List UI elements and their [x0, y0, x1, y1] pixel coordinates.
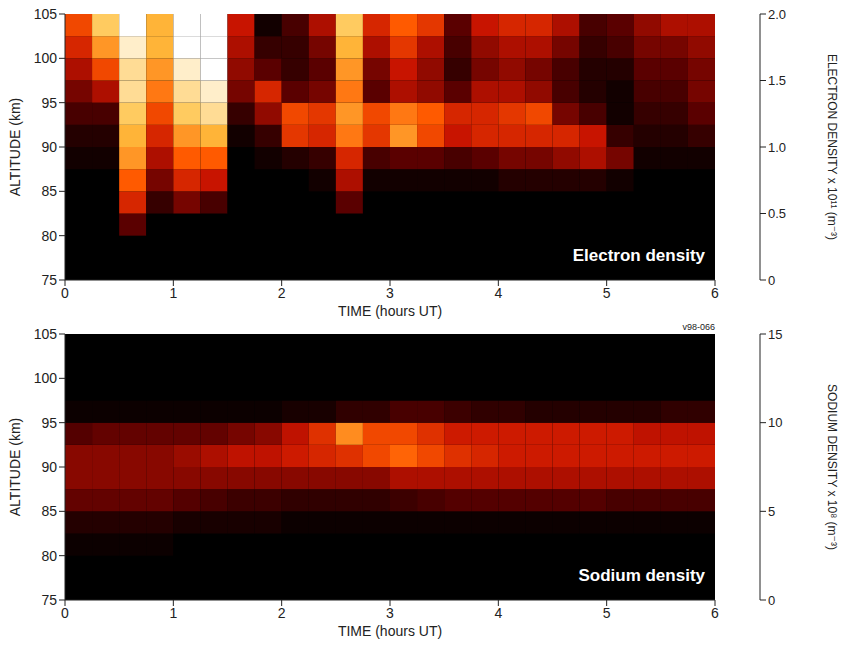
svg-text:6: 6	[711, 285, 719, 301]
svg-text:5: 5	[768, 504, 775, 519]
svg-text:10: 10	[768, 415, 782, 430]
svg-text:ELECTRON DENSITY x 10¹¹ (m⁻³): ELECTRON DENSITY x 10¹¹ (m⁻³)	[825, 54, 839, 240]
svg-text:2.0: 2.0	[768, 7, 786, 22]
svg-text:3: 3	[386, 285, 394, 301]
svg-text:0: 0	[768, 273, 775, 288]
svg-text:75: 75	[41, 592, 57, 608]
svg-text:4: 4	[494, 285, 502, 301]
svg-text:1: 1	[169, 605, 177, 621]
svg-text:85: 85	[41, 503, 57, 519]
svg-text:ALTITUDE (km): ALTITUDE (km)	[7, 98, 23, 197]
svg-text:100: 100	[34, 50, 58, 66]
svg-text:4: 4	[494, 605, 502, 621]
svg-text:2: 2	[278, 605, 286, 621]
svg-text:90: 90	[41, 459, 57, 475]
svg-text:TIME (hours UT): TIME (hours UT)	[338, 623, 442, 639]
html-text:Sodium density: Sodium density	[578, 566, 705, 585]
svg-text:105: 105	[34, 326, 58, 342]
svg-text:5: 5	[603, 605, 611, 621]
svg-text:1.5: 1.5	[768, 73, 786, 88]
svg-text:15: 15	[768, 327, 782, 342]
html-text:v98-066: v98-066	[682, 322, 715, 332]
svg-text:95: 95	[41, 415, 57, 431]
svg-text:75: 75	[41, 272, 57, 288]
svg-text:105: 105	[34, 6, 58, 22]
svg-text:SODIUM DENSITY x 10⁸ (m⁻³): SODIUM DENSITY x 10⁸ (m⁻³)	[825, 384, 839, 550]
svg-text:80: 80	[41, 548, 57, 564]
svg-text:ALTITUDE (km): ALTITUDE (km)	[7, 418, 23, 517]
svg-text:TIME (hours UT): TIME (hours UT)	[338, 303, 442, 319]
svg-text:1: 1	[169, 285, 177, 301]
svg-text:0: 0	[61, 285, 69, 301]
svg-text:85: 85	[41, 183, 57, 199]
svg-text:0: 0	[61, 605, 69, 621]
svg-text:80: 80	[41, 228, 57, 244]
svg-text:100: 100	[34, 370, 58, 386]
svg-text:1.0: 1.0	[768, 140, 786, 155]
svg-text:3: 3	[386, 605, 394, 621]
svg-text:0: 0	[768, 593, 775, 608]
svg-text:2: 2	[278, 285, 286, 301]
svg-text:95: 95	[41, 95, 57, 111]
svg-text:0.5: 0.5	[768, 206, 786, 221]
svg-text:90: 90	[41, 139, 57, 155]
svg-text:5: 5	[603, 285, 611, 301]
html-text:Electron density: Electron density	[572, 246, 705, 265]
svg-text:6: 6	[711, 605, 719, 621]
